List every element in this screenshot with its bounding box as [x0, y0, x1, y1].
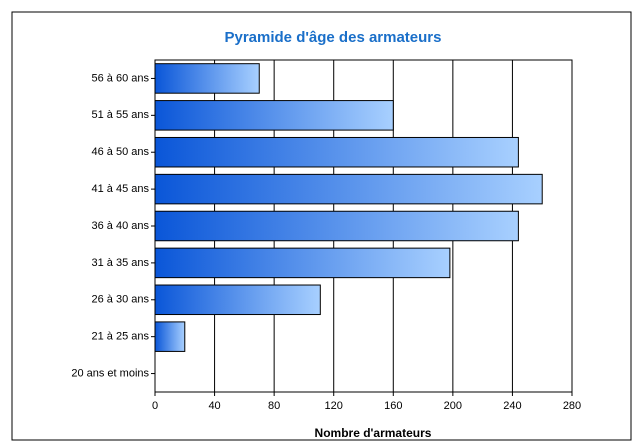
bar [154, 136, 519, 168]
bar [154, 173, 543, 205]
y-tick-label: 21 à 25 ans [92, 331, 150, 343]
x-tick-label: 240 [503, 400, 521, 412]
bar [154, 63, 260, 94]
y-tick-label: 51 à 55 ans [92, 109, 150, 121]
chart-title: Pyramide d'âge des armateurs [224, 29, 441, 46]
x-tick-label: 160 [384, 400, 402, 412]
x-tick-label: 120 [325, 400, 343, 412]
x-tick-label: 80 [268, 400, 280, 412]
bar [154, 210, 519, 242]
x-tick-label: 0 [152, 400, 158, 412]
x-axis-label: Nombre d'armateurs [315, 426, 432, 440]
bar [154, 284, 321, 316]
y-tick-label: 36 à 40 ans [92, 220, 150, 232]
y-tick-label: 20 ans et moins [71, 367, 149, 379]
bar [154, 100, 394, 131]
y-tick-label: 26 à 30 ans [92, 294, 150, 306]
bar [154, 321, 186, 352]
bar [154, 247, 451, 279]
x-tick-label: 40 [208, 400, 220, 412]
y-tick-label: 41 à 45 ans [92, 183, 150, 195]
y-tick-label: 31 à 35 ans [92, 257, 150, 269]
y-tick-label: 46 à 50 ans [92, 146, 150, 158]
y-tick-label: 56 à 60 ans [92, 72, 150, 84]
x-tick-label: 200 [444, 400, 462, 412]
x-tick-label: 280 [563, 400, 581, 412]
